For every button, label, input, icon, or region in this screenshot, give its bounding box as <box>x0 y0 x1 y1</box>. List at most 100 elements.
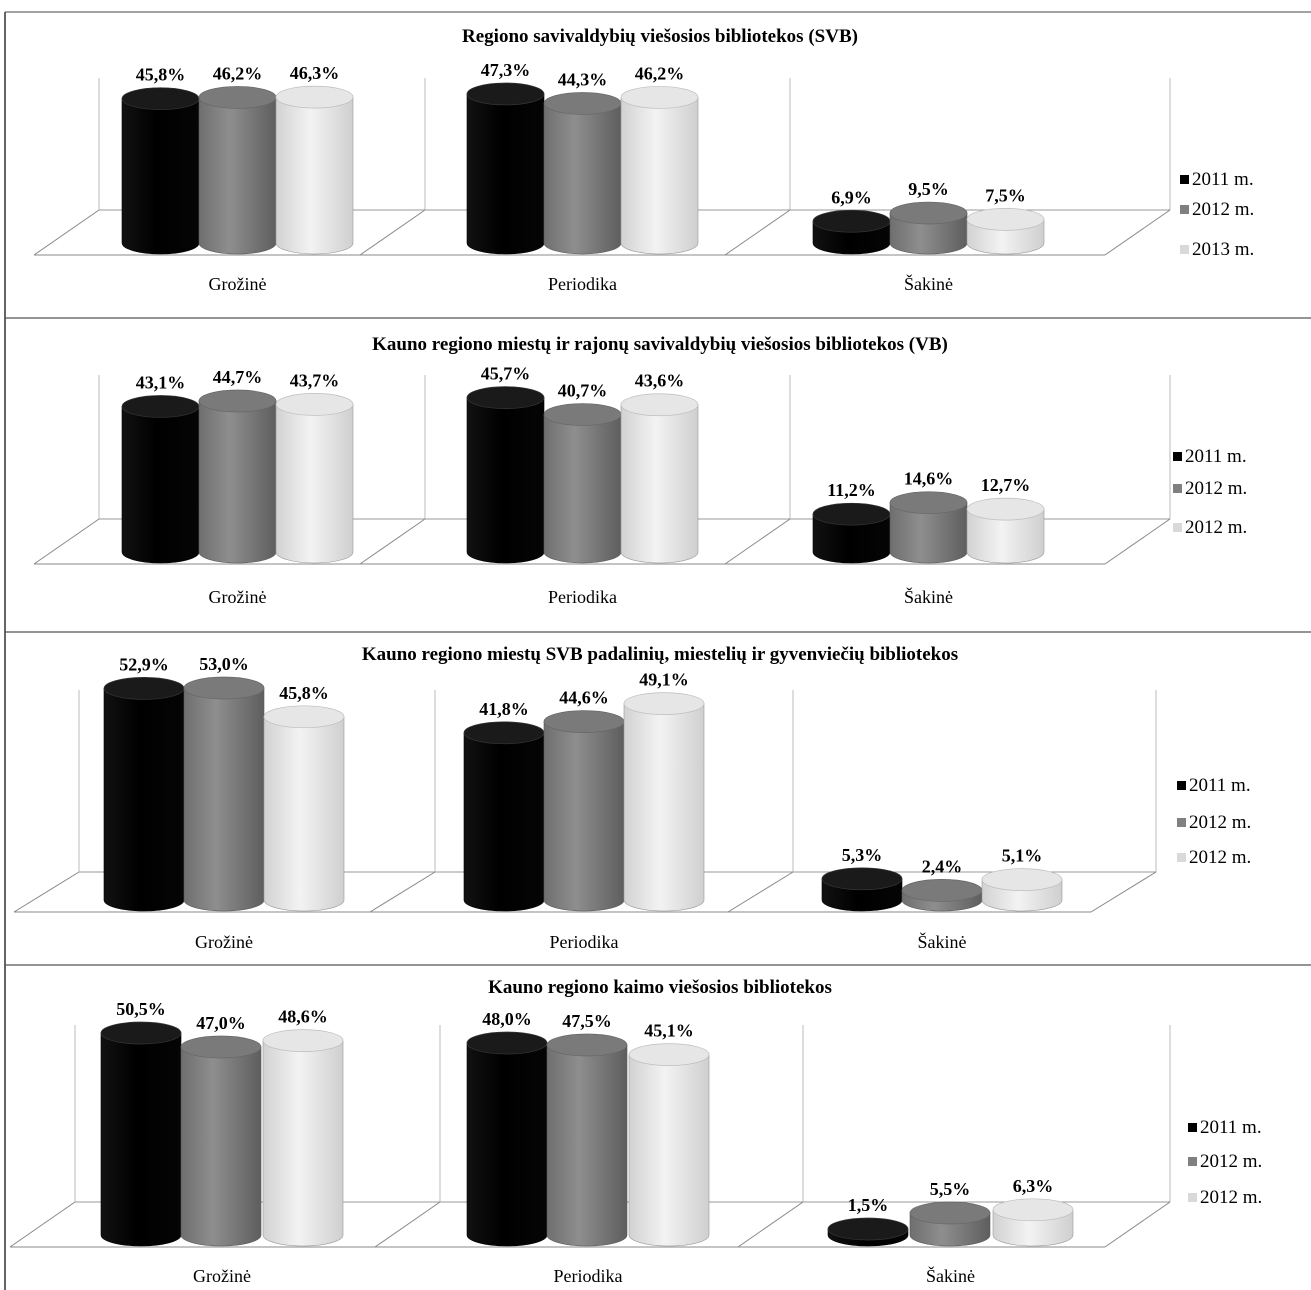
bar-akin-2: 9,5% <box>889 179 968 255</box>
category-label: Grožinė <box>209 274 267 294</box>
bar-top <box>889 201 968 225</box>
bar-top <box>198 86 277 109</box>
category-label: Grožinė <box>195 932 253 952</box>
data-label: 43,1% <box>136 372 186 392</box>
bar-top <box>620 86 699 109</box>
data-label: 5,1% <box>1002 846 1043 866</box>
legend: 2011 m. 2012 m. 2013 m. <box>1180 169 1254 260</box>
bar-body <box>623 703 705 912</box>
bar-body <box>466 397 545 564</box>
legend: 2011 m. 2012 m. 2012 m. <box>1177 775 1251 868</box>
data-label: 46,3% <box>290 63 340 83</box>
floor-divider <box>33 209 100 256</box>
bar-akin-1: 6,9% <box>812 187 891 255</box>
chart-title: Regiono savivaldybių viešosios bibliotek… <box>462 26 858 47</box>
bar-body <box>198 400 277 564</box>
legend-label: 2012 m. <box>1189 847 1251 868</box>
floor-divider <box>1090 871 1157 913</box>
data-label: 47,3% <box>481 60 531 80</box>
bar-top <box>909 1201 991 1225</box>
bar-body <box>543 721 625 912</box>
data-label: 1,5% <box>848 1195 889 1215</box>
bar-akin-3: 5,1% <box>981 846 1063 912</box>
data-label: 43,6% <box>635 371 685 391</box>
floor-divider <box>374 1201 441 1248</box>
floor-divider <box>359 518 426 565</box>
bar-top <box>262 1029 344 1052</box>
floor-divider <box>359 209 426 256</box>
bar-groin-1: 43,1% <box>121 372 200 564</box>
bar-akin-1: 11,2% <box>812 480 891 564</box>
bar-top <box>966 208 1045 231</box>
data-label: 43,7% <box>290 370 340 390</box>
data-label: 14,6% <box>904 469 954 489</box>
data-label: 45,1% <box>644 1021 694 1041</box>
category-label: Periodika <box>548 274 617 294</box>
legend-swatch <box>1180 175 1189 184</box>
bar-body <box>546 1044 628 1247</box>
bar-body <box>628 1054 710 1247</box>
legend-label: 2012 m. <box>1200 1151 1262 1172</box>
data-label: 53,0% <box>199 654 249 674</box>
bar-groin-3: 46,3% <box>275 63 354 255</box>
chart-title: Kauno regiono kaimo viešosios biblioteko… <box>488 977 832 998</box>
legend-swatch <box>1177 818 1186 827</box>
legend-label: 2011 m. <box>1200 1117 1262 1138</box>
bar-periodika-2: 44,3% <box>543 69 622 255</box>
bar-body <box>889 502 968 564</box>
data-label: 49,1% <box>639 670 689 690</box>
bar-periodika-1: 45,7% <box>466 364 545 564</box>
data-label: 6,3% <box>1013 1176 1054 1196</box>
bar-top <box>966 497 1045 521</box>
legend-label: 2012 m. <box>1200 1187 1262 1208</box>
floor-divider <box>13 871 80 913</box>
bar-groin-1: 50,5% <box>100 999 182 1247</box>
data-label: 5,5% <box>930 1179 971 1199</box>
legend-label: 2011 m. <box>1189 775 1251 796</box>
legend-swatch <box>1177 781 1186 790</box>
bar-top <box>827 1217 909 1241</box>
bar-top <box>623 692 705 715</box>
bar-akin-2: 5,5% <box>909 1179 991 1247</box>
bar-body <box>121 98 200 255</box>
data-label: 47,5% <box>562 1011 612 1031</box>
bar-top <box>466 82 545 106</box>
bar-body <box>543 103 622 255</box>
bar-body <box>812 513 891 564</box>
bar-top <box>543 710 625 733</box>
bar-body <box>262 1040 344 1247</box>
bar-akin-1: 5,3% <box>821 845 903 912</box>
chart-panel-4: Kauno regiono kaimo viešosios biblioteko… <box>9 977 1262 1286</box>
floor-divider <box>1104 1201 1171 1248</box>
data-label: 44,7% <box>213 367 263 387</box>
bar-body <box>275 404 354 564</box>
bar-periodika-2: 40,7% <box>543 381 622 564</box>
legend-label: 2013 m. <box>1192 239 1254 260</box>
legend-swatch <box>1177 853 1186 862</box>
bar-periodika-3: 45,1% <box>628 1021 710 1247</box>
data-label: 6,9% <box>831 187 872 207</box>
legend-label: 2012 m. <box>1192 199 1254 220</box>
floor-divider <box>737 1201 804 1248</box>
legend: 2011 m. 2012 m. 2012 m. <box>1188 1117 1262 1208</box>
bar-top <box>180 1035 262 1059</box>
bar-body <box>198 97 277 255</box>
data-label: 7,5% <box>985 185 1026 205</box>
data-label: 2,4% <box>922 856 963 876</box>
data-label: 50,5% <box>116 999 166 1019</box>
floor-divider <box>9 1201 76 1248</box>
bar-periodika-3: 49,1% <box>623 670 705 912</box>
bar-periodika-1: 41,8% <box>463 699 545 912</box>
data-label: 5,3% <box>842 845 883 865</box>
bar-periodika-1: 48,0% <box>466 1009 548 1247</box>
bar-top <box>546 1033 628 1057</box>
bar-top <box>812 502 891 526</box>
legend-swatch <box>1188 1193 1197 1202</box>
bar-groin-2: 46,2% <box>198 63 277 255</box>
bar-periodika-3: 46,2% <box>620 63 699 255</box>
bar-top <box>620 393 699 417</box>
legend-swatch <box>1188 1123 1197 1132</box>
legend-label: 2011 m. <box>1185 446 1247 467</box>
category-label: Grožinė <box>193 1266 251 1286</box>
bar-top <box>901 879 983 902</box>
